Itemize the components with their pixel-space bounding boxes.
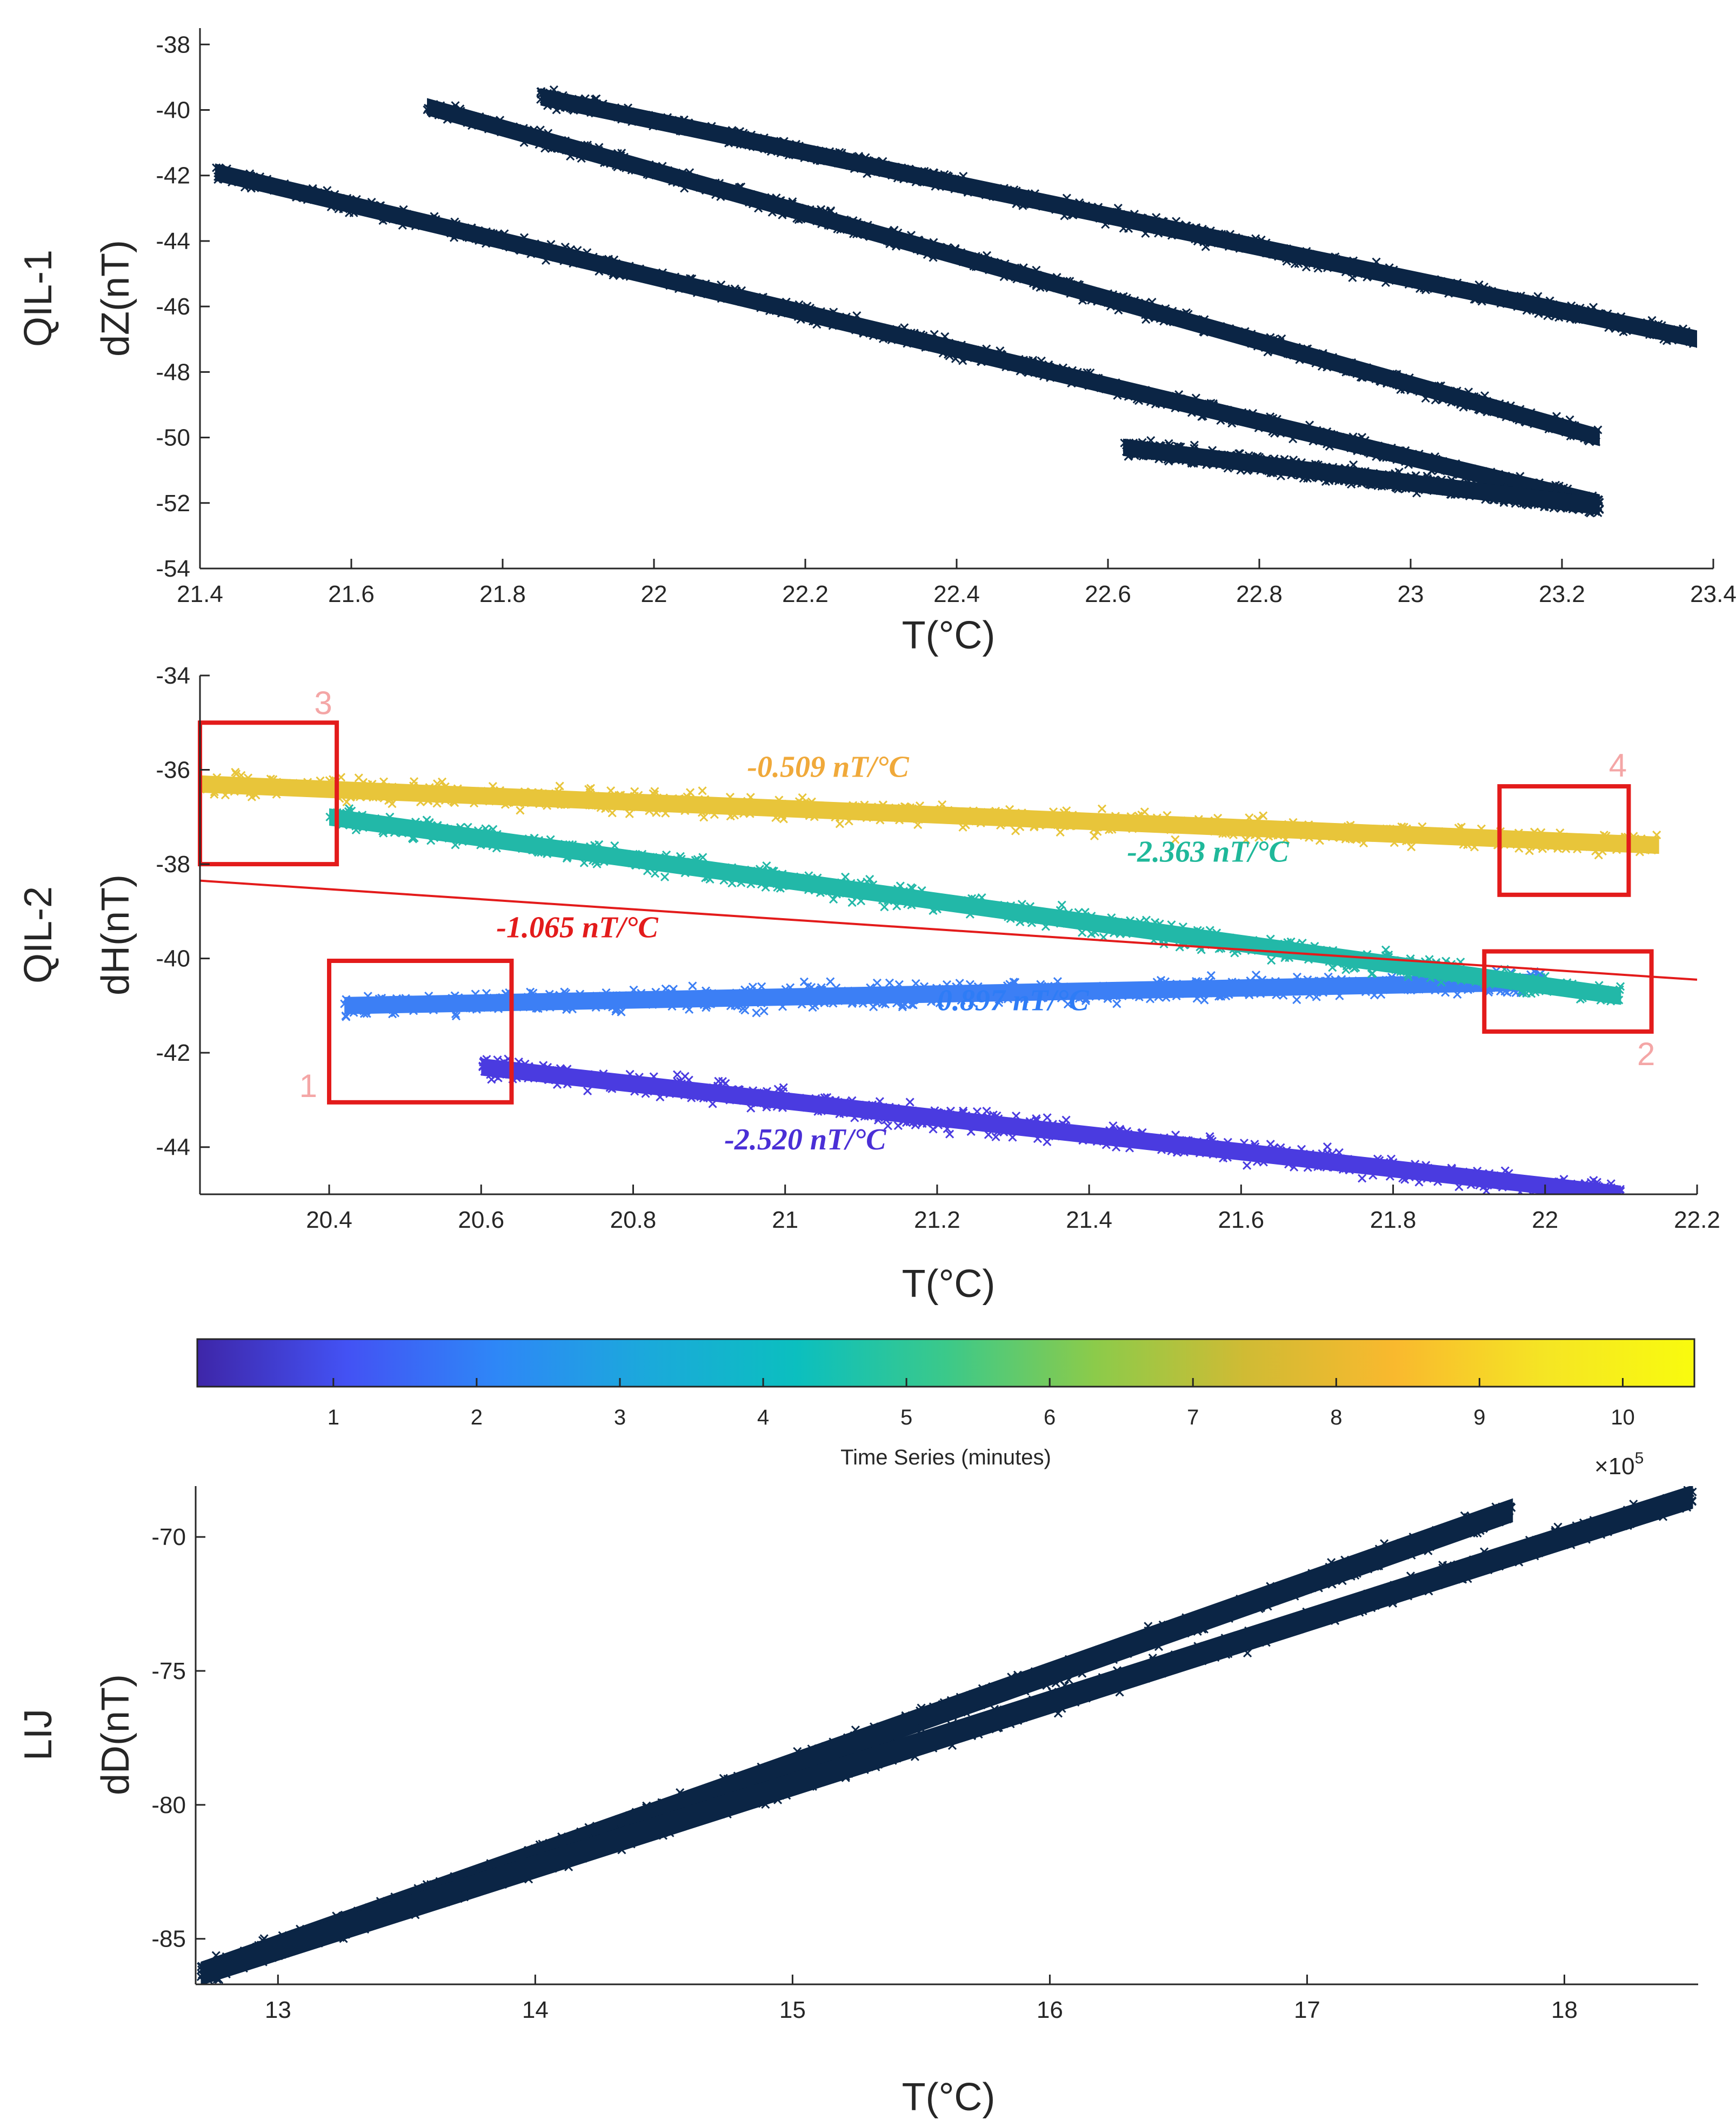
series-band-2 [423, 98, 1603, 446]
data-point [893, 1121, 903, 1131]
data-point [982, 1107, 991, 1116]
y-tick-label: -50 [156, 425, 190, 451]
series-band-4 [1120, 436, 1604, 518]
series-band [540, 88, 1697, 348]
series-band-1 [212, 163, 1604, 512]
y-tick-label: -48 [156, 359, 190, 385]
x-tick-label: 22.2 [782, 581, 829, 607]
data-point [672, 1070, 682, 1079]
data-point [1605, 1199, 1612, 1206]
y-axis-label-qil-2: dH(nT) [94, 874, 137, 995]
x-tick-label: 22 [641, 581, 667, 607]
panel-qil-1: QIL-1 dZ(nT) T(°C) 21.4 21.6 21.8 22 22.2 22.… [17, 28, 1736, 657]
data-point [1243, 1161, 1252, 1170]
data-point [779, 1083, 788, 1092]
series-band [427, 98, 1600, 446]
y-tick-label: -54 [156, 556, 190, 582]
qil-1-data [212, 85, 1697, 518]
x-tick-label: 21.6 [328, 581, 375, 607]
y-tick-label: -44 [156, 228, 190, 255]
panel-label-qil-1: QIL-1 [17, 250, 60, 347]
x-axis-label-qil-1: T(°C) [902, 614, 996, 657]
series-band-3 [536, 85, 1697, 348]
y-tick-label: -46 [156, 293, 190, 320]
data-point [1482, 1186, 1491, 1194]
y-axis-label-qil-1: dZ(nT) [94, 240, 137, 357]
data-point [1592, 1195, 1599, 1202]
panel-qil-2: QIL-2 dH(nT) T(°C) -1.065 nT/°C-2.520 nT… [17, 663, 1720, 1306]
data-point [1593, 1198, 1600, 1205]
data-point [1605, 1197, 1613, 1205]
data-point [583, 1086, 592, 1095]
data-point [883, 1121, 892, 1131]
x-tick-label: 23.2 [1539, 581, 1585, 607]
x-tick-label: 23 [1398, 581, 1424, 607]
data-point [1109, 1121, 1118, 1131]
x-tick-label: 23.4 [1690, 581, 1736, 607]
data-point [714, 1076, 723, 1086]
series-segment-purple [478, 1054, 1625, 1206]
data-point [1358, 1174, 1367, 1183]
data-point [991, 1132, 1000, 1141]
y-tick-label: -52 [156, 490, 190, 517]
series-band [215, 163, 1600, 512]
x-tick-label: 22.4 [933, 581, 980, 607]
x-tick-label: 22.6 [1085, 581, 1131, 607]
qil-2-data [200, 767, 1661, 1206]
data-point [945, 1129, 954, 1139]
x-tick-label: 21.8 [479, 581, 526, 607]
y-tick-label: -38 [156, 31, 190, 58]
data-point [1043, 1137, 1052, 1147]
y-tick-label: -40 [156, 97, 190, 124]
x-tick-label: 22.8 [1236, 581, 1283, 607]
data-point [905, 1098, 914, 1107]
x-axis-label-qil-2: T(°C) [902, 1262, 996, 1306]
panel-label-qil-2: QIL-2 [17, 886, 60, 984]
y-tick-label: -42 [156, 163, 190, 189]
x-tick-label: 21.4 [177, 581, 223, 607]
series-band [1123, 438, 1600, 515]
